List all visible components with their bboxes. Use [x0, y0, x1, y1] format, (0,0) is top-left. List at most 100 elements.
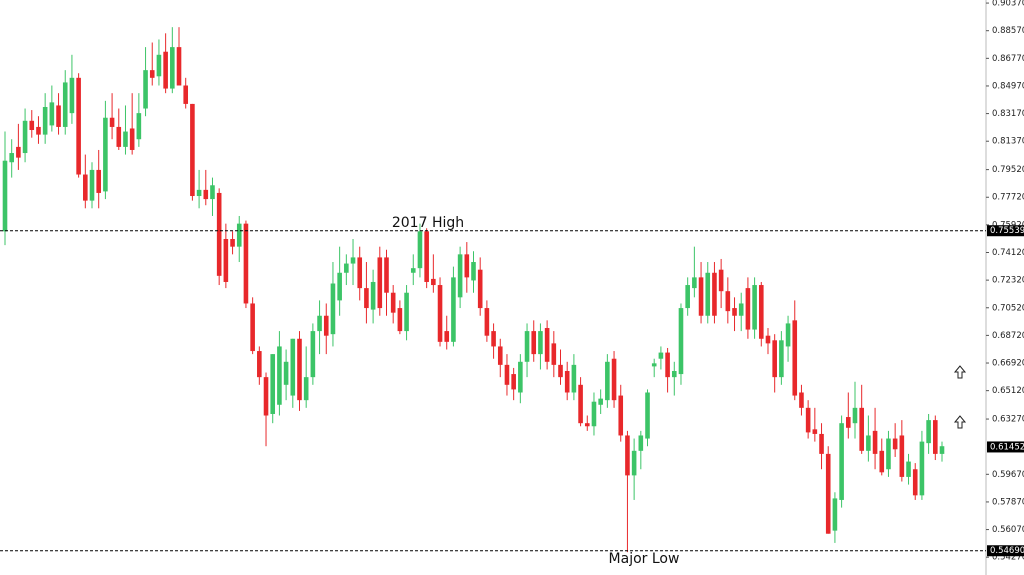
candle-body	[457, 254, 463, 298]
candle-body	[163, 51, 168, 89]
candle-body	[504, 364, 510, 385]
candle-body	[384, 257, 389, 293]
candle-body	[96, 169, 101, 193]
current-price-box	[987, 441, 1024, 453]
y-tick-label: 0.70520	[992, 303, 1024, 313]
candle-body	[236, 223, 242, 247]
candle-body	[879, 450, 885, 473]
candle-body	[511, 374, 516, 390]
candle-body	[825, 453, 831, 534]
candle-body	[558, 364, 563, 378]
candle-body	[223, 238, 229, 282]
candle-body	[892, 438, 898, 450]
y-tick-label: 0.84970	[992, 81, 1024, 91]
candle-body	[705, 272, 711, 316]
candle-body	[357, 257, 363, 289]
candle-body	[370, 281, 376, 310]
candle-body	[444, 331, 450, 342]
candle-body	[16, 146, 21, 158]
candle-body	[22, 120, 28, 154]
candle-body	[685, 285, 690, 309]
candle-body	[83, 174, 88, 201]
candle-body	[350, 257, 356, 264]
candle-body	[183, 85, 189, 104]
candle-body	[491, 331, 496, 347]
candle-body	[317, 315, 322, 332]
candle-body	[471, 262, 476, 281]
candle-body	[625, 435, 630, 476]
y-tick-label: 0.90370	[992, 0, 1024, 9]
candle-body	[712, 272, 717, 316]
candle-body	[323, 315, 329, 336]
arrow-icon	[953, 365, 967, 429]
candle-body	[939, 446, 945, 454]
candle-body	[484, 308, 490, 336]
candle-body	[123, 131, 128, 147]
candle-body	[692, 277, 697, 289]
candle-body	[103, 117, 108, 192]
candle-body	[852, 407, 858, 424]
annotation: Major Low	[609, 551, 680, 567]
candle-body	[765, 335, 771, 344]
candle-body	[591, 401, 597, 427]
candle-body	[283, 361, 289, 385]
candle-body	[243, 223, 249, 304]
y-tick-label: 0.77720	[992, 193, 1024, 203]
candle-body	[671, 371, 677, 378]
candle-body	[645, 392, 650, 439]
candle-body	[424, 231, 429, 282]
candle-body	[257, 351, 262, 378]
candle-body	[397, 308, 403, 332]
candle-body	[377, 257, 383, 309]
candle-body	[250, 303, 255, 352]
candle-body	[839, 423, 844, 500]
candle-body	[2, 160, 8, 232]
candle-body	[544, 328, 550, 362]
candle-body	[799, 392, 804, 408]
candle-body	[109, 117, 115, 127]
candle-body	[524, 331, 530, 362]
candle-body	[772, 340, 777, 378]
candle-body	[919, 441, 925, 496]
y-tick-label: 0.88570	[992, 26, 1024, 36]
candle-body	[779, 340, 784, 378]
candle-body	[638, 435, 644, 451]
candle-body	[866, 435, 871, 451]
candle-body	[611, 358, 617, 401]
candle-body	[9, 153, 14, 163]
candle-body	[136, 113, 142, 140]
candle-body	[725, 291, 731, 312]
y-tick-label: 0.81370	[992, 137, 1024, 147]
candle-body	[210, 185, 215, 200]
level-label: 0.54690	[990, 546, 1024, 556]
level-box	[987, 545, 1024, 557]
candle-body	[190, 103, 195, 197]
candle-body	[364, 288, 369, 309]
candle-body	[584, 423, 590, 427]
candle-body	[745, 288, 751, 330]
candle-body	[404, 292, 409, 332]
candle-body	[129, 128, 135, 150]
candle-body	[812, 429, 818, 434]
candle-body	[571, 364, 577, 393]
candle-body	[631, 450, 637, 476]
candle-body	[618, 395, 624, 436]
y-tick-label: 0.59670	[992, 470, 1024, 480]
candle-body	[752, 285, 757, 330]
current-price-label: 0.61452	[990, 442, 1024, 452]
candle-body	[538, 331, 543, 355]
candle-body	[846, 417, 851, 428]
candle-body	[263, 377, 269, 416]
candle-body	[431, 278, 436, 286]
y-tick-label: 0.56070	[992, 525, 1024, 535]
candle-body	[310, 331, 316, 378]
candle-body	[176, 47, 182, 86]
candle-body	[906, 461, 911, 477]
candle-body	[62, 82, 68, 127]
candle-body	[698, 277, 704, 316]
candle-body	[270, 354, 276, 414]
candle-body	[29, 120, 35, 131]
candle-body	[605, 361, 610, 401]
